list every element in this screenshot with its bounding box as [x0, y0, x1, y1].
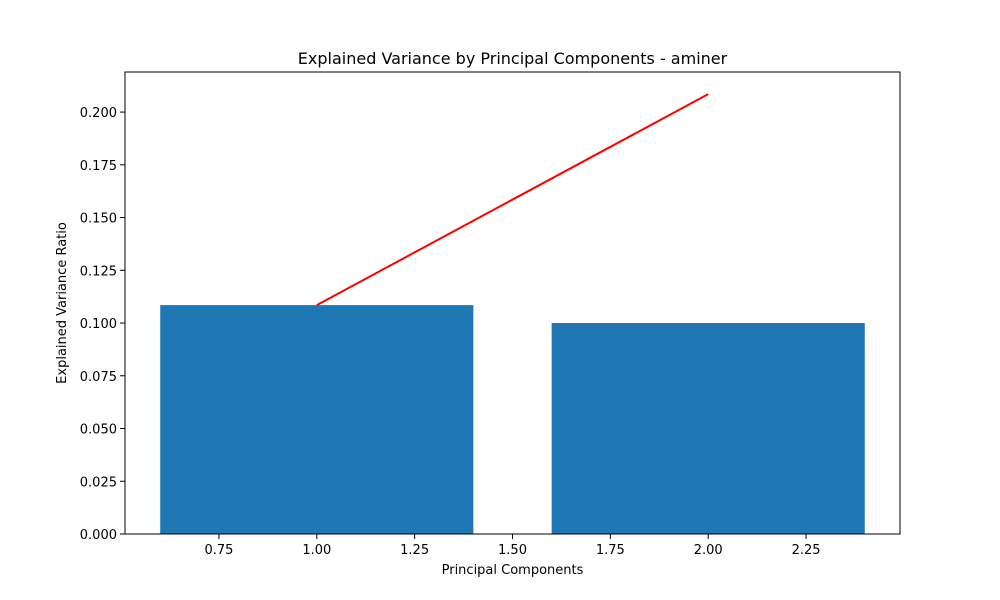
line-series — [316, 93, 709, 306]
bars-layer — [160, 305, 865, 534]
y-tick-label-7: 0.150 — [80, 212, 117, 227]
y-tick-label-9: 0.200 — [80, 106, 117, 121]
y-tick-label-3: 0.050 — [80, 423, 117, 438]
y-tick-label-5: 0.100 — [80, 317, 117, 332]
x-tick-label-6: 2.00 — [694, 543, 723, 558]
y-axis-label: Explained Variance Ratio — [55, 222, 70, 384]
chart-title: Explained Variance by Principal Componen… — [298, 49, 728, 68]
x-tick-label-2: 1.00 — [302, 543, 331, 558]
y-tick-label-1: 0.000 — [80, 528, 117, 543]
x-tick-label-4: 1.50 — [498, 543, 527, 558]
x-tick-label-1: 0.75 — [204, 543, 233, 558]
axes-layer: 0.75 1.00 1.25 1.50 1.75 2.00 2.25 0.000 0.025 0.… — [80, 71, 901, 558]
y-tick-label-8: 0.175 — [80, 159, 117, 174]
line-layer — [316, 93, 709, 306]
x-axis-label: Principal Components — [442, 563, 584, 578]
y-tick-label-2: 0.025 — [80, 475, 117, 490]
y-tick-label-4: 0.075 — [80, 370, 117, 385]
x-tick-label-7: 2.25 — [792, 543, 821, 558]
bar-2 — [551, 323, 865, 534]
y-tick-label-6: 0.125 — [80, 264, 117, 279]
x-tick-label-3: 1.25 — [400, 543, 429, 558]
bar-1 — [160, 305, 474, 534]
x-tick-label-5: 1.75 — [596, 543, 625, 558]
